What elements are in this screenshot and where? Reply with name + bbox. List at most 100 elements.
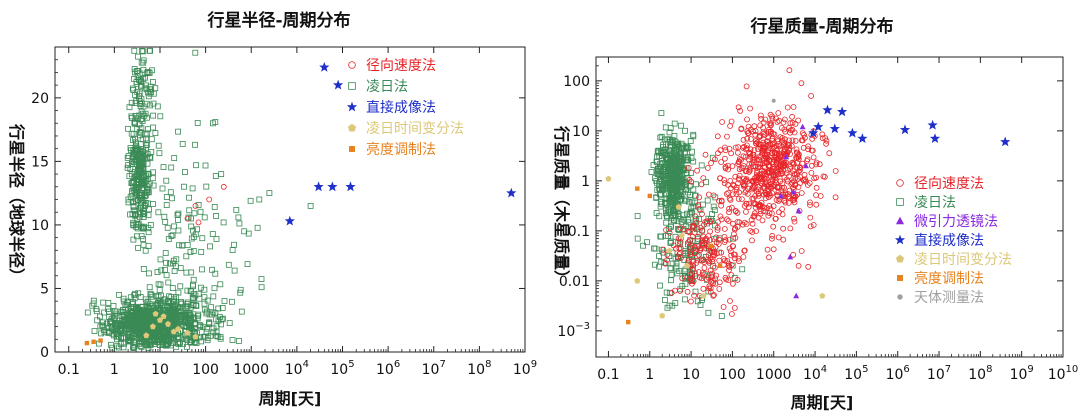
x-tick-label: 108 <box>968 364 992 383</box>
data-point <box>710 203 717 210</box>
data-point <box>210 293 217 300</box>
data-point <box>115 333 122 340</box>
data-point <box>766 254 772 261</box>
data-point <box>760 185 767 191</box>
data-point <box>192 202 199 209</box>
x-tick-label: 100 <box>192 362 219 378</box>
data-point <box>152 85 159 92</box>
data-point <box>782 142 789 149</box>
data-point <box>132 334 139 341</box>
data-point <box>847 127 858 138</box>
data-point <box>217 335 224 342</box>
data-point <box>138 343 145 350</box>
data-point <box>211 285 218 292</box>
data-point <box>635 186 640 191</box>
data-point <box>727 248 734 255</box>
data-point <box>695 269 702 275</box>
data-point <box>735 149 741 156</box>
data-point <box>172 263 179 270</box>
data-point <box>687 278 694 285</box>
data-point <box>140 48 147 55</box>
data-point <box>229 337 236 344</box>
data-point <box>734 209 741 216</box>
data-point <box>711 292 717 298</box>
data-point <box>688 178 695 185</box>
data-point <box>692 192 699 199</box>
data-point <box>775 234 782 241</box>
data-point <box>138 155 145 162</box>
data-point <box>680 226 687 233</box>
data-point <box>700 175 707 182</box>
data-point <box>734 276 741 283</box>
legend-marker <box>896 198 904 206</box>
data-point <box>755 192 762 199</box>
data-point <box>108 318 114 325</box>
data-point <box>98 338 103 343</box>
data-point <box>125 125 131 132</box>
data-point <box>171 337 178 344</box>
data-point <box>140 241 147 248</box>
data-point <box>168 233 175 239</box>
data-point <box>169 232 176 239</box>
data-point <box>167 315 174 322</box>
data-point <box>726 209 732 216</box>
y-tick-label: 0.01 <box>559 274 590 290</box>
data-point <box>927 119 938 130</box>
data-point <box>736 172 743 179</box>
data-point <box>782 128 789 135</box>
data-point <box>774 183 781 190</box>
data-point <box>689 266 696 273</box>
data-point <box>696 194 702 201</box>
data-point <box>220 219 227 226</box>
data-point <box>140 236 147 242</box>
data-point <box>683 155 690 162</box>
data-point <box>141 223 148 230</box>
data-point <box>822 104 833 115</box>
data-point <box>715 241 722 247</box>
data-point <box>770 183 777 190</box>
data-point <box>144 183 151 190</box>
data-point <box>712 243 719 250</box>
data-point <box>136 192 143 199</box>
data-point <box>124 164 131 171</box>
x-tick-label: 0.1 <box>58 362 80 378</box>
data-point <box>116 291 122 298</box>
data-point <box>105 299 112 306</box>
data-point <box>238 308 245 315</box>
data-point <box>760 207 767 214</box>
data-point <box>143 299 150 306</box>
data-point <box>743 208 749 215</box>
data-point <box>742 154 749 161</box>
data-point <box>169 313 176 320</box>
data-point <box>139 161 145 168</box>
data-point <box>707 289 714 296</box>
data-point <box>739 196 745 203</box>
data-point <box>140 311 147 318</box>
data-point <box>692 288 699 295</box>
data-point <box>675 235 682 242</box>
data-points <box>605 67 1011 325</box>
data-point <box>746 169 752 175</box>
data-point <box>163 177 170 184</box>
data-point <box>756 203 763 209</box>
data-point <box>236 220 243 227</box>
data-point <box>191 210 198 217</box>
data-point <box>680 212 687 219</box>
data-point <box>716 197 722 204</box>
legend-label: 亮度调制法 <box>914 270 984 287</box>
data-point <box>203 329 210 336</box>
data-point <box>664 251 671 258</box>
data-point <box>192 320 199 327</box>
data-point <box>700 285 707 292</box>
data-point <box>212 173 219 180</box>
data-point <box>735 104 742 111</box>
data-point <box>725 217 732 224</box>
data-point <box>149 175 156 182</box>
data-point <box>141 320 148 327</box>
data-point <box>256 196 263 203</box>
data-point <box>751 123 758 130</box>
data-point <box>778 187 784 193</box>
data-point <box>241 228 248 235</box>
data-point <box>666 138 673 145</box>
data-point <box>781 116 788 123</box>
